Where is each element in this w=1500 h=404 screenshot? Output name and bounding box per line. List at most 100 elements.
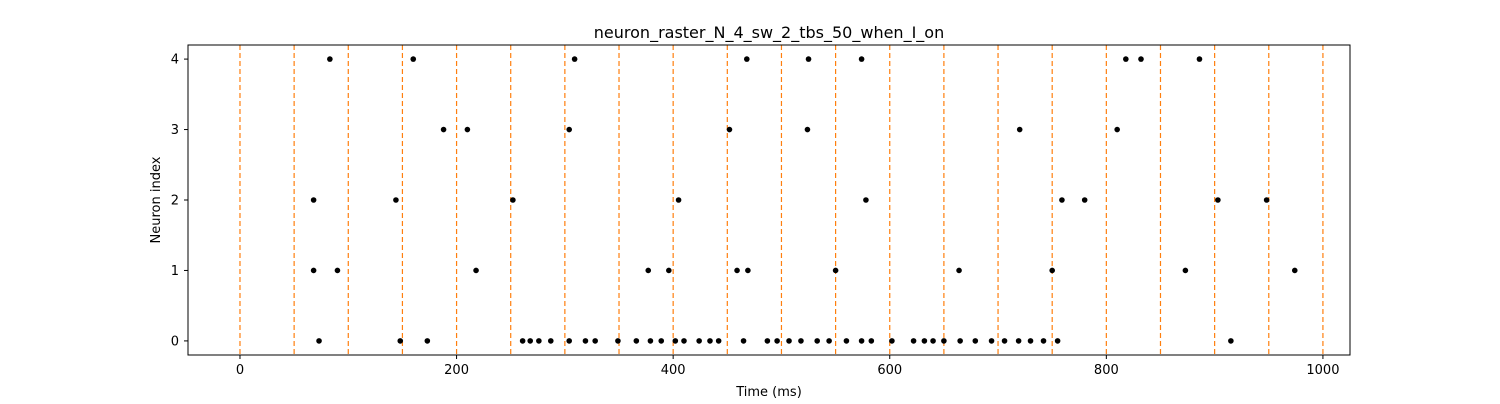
spike-n1-0 <box>310 267 317 274</box>
spike-n0-17 <box>707 338 713 344</box>
spike-n4-7 <box>1138 56 1144 62</box>
spike-n1-6 <box>745 267 751 274</box>
spike-n0-19 <box>740 338 747 344</box>
spike-n4-2 <box>571 56 578 62</box>
chart-title: neuron_raster_N_4_sw_2_tbs_50_when_I_on <box>594 23 944 43</box>
spike-n3-6 <box>1114 126 1120 133</box>
spike-n0-24 <box>814 338 820 344</box>
x-tick-label-1000: 1000 <box>1306 363 1339 378</box>
x-tick-label-600: 600 <box>877 363 902 378</box>
spike-n2-3 <box>675 197 682 203</box>
spike-n0-35 <box>972 338 979 344</box>
spike-n2-7 <box>1215 197 1221 203</box>
x-axis-label: Time (ms) <box>735 385 802 400</box>
spike-n0-4 <box>527 338 534 344</box>
spike-n2-8 <box>1263 197 1270 203</box>
spike-points <box>310 56 1298 344</box>
spike-n1-11 <box>1291 267 1298 274</box>
spike-n1-8 <box>956 267 962 274</box>
y-tick-label-2: 2 <box>171 194 179 209</box>
spike-n0-15 <box>681 338 687 344</box>
spike-n3-4 <box>804 126 811 133</box>
spike-n2-2 <box>510 197 516 203</box>
spike-n1-7 <box>832 267 839 274</box>
spike-n1-9 <box>1049 267 1055 274</box>
spike-n0-37 <box>1001 338 1008 344</box>
spike-n0-23 <box>798 338 804 344</box>
x-tick-label-200: 200 <box>444 363 469 378</box>
spike-n0-3 <box>519 338 526 344</box>
spike-n0-34 <box>957 338 963 344</box>
spike-n0-20 <box>764 338 771 344</box>
spike-n0-41 <box>1054 338 1061 344</box>
spike-n0-6 <box>547 338 554 344</box>
spike-n1-4 <box>666 267 672 274</box>
y-axis-ticks: 0 1 2 3 4 <box>171 53 188 349</box>
spike-n2-0 <box>310 197 317 203</box>
spike-n1-10 <box>1182 267 1189 274</box>
spike-n0-1 <box>397 338 404 344</box>
spike-n0-40 <box>1040 338 1047 344</box>
spike-n0-42 <box>1228 338 1234 344</box>
spike-n0-16 <box>696 338 702 344</box>
spike-n4-3 <box>743 56 750 62</box>
spike-n0-7 <box>566 338 572 344</box>
y-tick-label-1: 1 <box>171 264 179 279</box>
spike-n0-29 <box>889 338 895 344</box>
spike-n0-10 <box>615 338 621 344</box>
spike-n2-1 <box>393 197 399 203</box>
spike-n0-27 <box>858 338 865 344</box>
spike-n0-14 <box>672 338 679 344</box>
spike-n1-1 <box>334 267 341 274</box>
spike-n0-38 <box>1015 338 1022 344</box>
spike-n0-36 <box>988 338 995 344</box>
y-tick-label-0: 0 <box>171 334 179 349</box>
spike-n0-2 <box>424 338 431 344</box>
spike-n0-18 <box>715 338 722 344</box>
spike-n2-5 <box>1059 197 1065 203</box>
spike-n0-30 <box>910 338 917 344</box>
x-tick-label-800: 800 <box>1094 363 1119 378</box>
spike-n0-39 <box>1027 338 1034 344</box>
x-tick-label-0: 0 <box>236 363 244 378</box>
spike-n0-13 <box>658 338 665 344</box>
spike-n1-3 <box>645 267 652 274</box>
spike-n0-11 <box>633 338 640 344</box>
spike-n4-0 <box>327 56 333 62</box>
spike-n0-28 <box>868 338 875 344</box>
spike-n4-8 <box>1196 56 1203 62</box>
y-tick-label-4: 4 <box>171 53 179 68</box>
y-tick-label-3: 3 <box>171 123 179 138</box>
spike-n4-6 <box>1123 56 1129 62</box>
spike-n0-26 <box>843 338 850 344</box>
spike-n0-25 <box>826 338 832 344</box>
spike-n3-1 <box>464 126 471 133</box>
spike-n0-12 <box>647 338 654 344</box>
spike-n3-2 <box>566 126 572 133</box>
spike-n3-3 <box>726 126 733 133</box>
spike-n0-5 <box>536 338 542 344</box>
y-axis-label: Neuron index <box>149 156 164 243</box>
spike-n2-4 <box>863 197 869 203</box>
spike-n4-5 <box>858 56 865 62</box>
vertical-reference-lines <box>239 45 1324 355</box>
spike-n3-5 <box>1016 126 1023 133</box>
spike-n0-22 <box>786 338 792 344</box>
x-tick-label-400: 400 <box>661 363 686 378</box>
spike-n0-32 <box>930 338 936 344</box>
spike-n0-21 <box>774 338 780 344</box>
spike-n0-33 <box>941 338 947 344</box>
spike-n0-31 <box>921 338 928 344</box>
spike-n0-0 <box>316 338 322 344</box>
spike-n0-9 <box>592 338 598 344</box>
spike-n0-8 <box>582 338 589 344</box>
spike-n3-0 <box>440 126 447 133</box>
spike-n4-1 <box>410 56 417 62</box>
spike-n4-4 <box>805 56 812 62</box>
x-axis-ticks: 0 200 400 600 800 1000 <box>236 355 1339 378</box>
spike-n1-5 <box>734 267 740 274</box>
spike-n1-2 <box>473 267 479 274</box>
